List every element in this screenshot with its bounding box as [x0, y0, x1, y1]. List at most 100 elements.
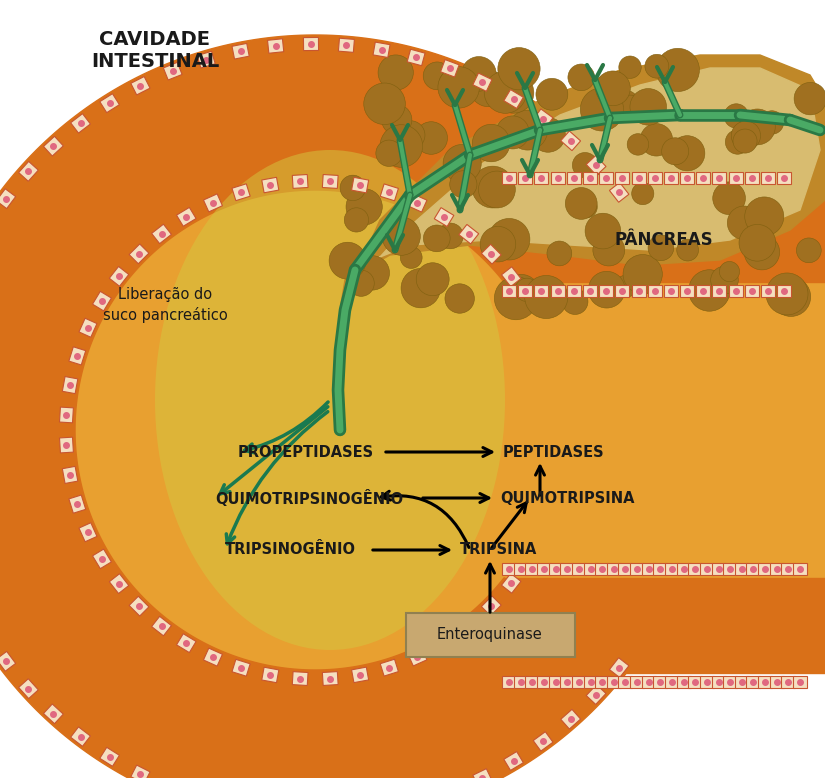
- Circle shape: [423, 225, 450, 252]
- Circle shape: [423, 62, 451, 89]
- Circle shape: [515, 279, 539, 301]
- FancyBboxPatch shape: [781, 676, 795, 689]
- Circle shape: [450, 170, 477, 198]
- FancyBboxPatch shape: [607, 562, 621, 575]
- Polygon shape: [129, 244, 148, 264]
- Circle shape: [710, 266, 738, 294]
- FancyBboxPatch shape: [770, 676, 784, 689]
- Circle shape: [580, 157, 601, 178]
- Circle shape: [396, 121, 425, 149]
- Circle shape: [689, 270, 730, 311]
- FancyBboxPatch shape: [700, 676, 714, 689]
- Polygon shape: [109, 573, 129, 594]
- Circle shape: [438, 67, 479, 108]
- Bar: [504, 282, 825, 578]
- Polygon shape: [408, 648, 427, 666]
- Circle shape: [728, 206, 761, 240]
- Polygon shape: [44, 704, 64, 724]
- Circle shape: [760, 110, 784, 135]
- Polygon shape: [63, 377, 78, 394]
- Polygon shape: [482, 596, 502, 615]
- FancyBboxPatch shape: [793, 562, 807, 575]
- Circle shape: [731, 121, 761, 150]
- FancyBboxPatch shape: [537, 562, 551, 575]
- FancyBboxPatch shape: [560, 562, 574, 575]
- FancyBboxPatch shape: [747, 562, 761, 575]
- Circle shape: [585, 213, 620, 249]
- Polygon shape: [502, 573, 521, 593]
- Polygon shape: [262, 177, 279, 193]
- Circle shape: [620, 95, 641, 117]
- FancyBboxPatch shape: [777, 172, 791, 184]
- Polygon shape: [0, 35, 626, 778]
- Polygon shape: [350, 68, 820, 290]
- Polygon shape: [19, 678, 38, 699]
- Circle shape: [739, 109, 776, 145]
- FancyBboxPatch shape: [619, 562, 633, 575]
- FancyBboxPatch shape: [630, 676, 644, 689]
- FancyBboxPatch shape: [653, 562, 667, 575]
- FancyBboxPatch shape: [676, 676, 691, 689]
- Polygon shape: [459, 224, 478, 244]
- Polygon shape: [163, 62, 182, 80]
- FancyBboxPatch shape: [745, 286, 759, 297]
- Circle shape: [640, 124, 672, 156]
- Circle shape: [439, 70, 466, 97]
- Polygon shape: [0, 189, 16, 209]
- Polygon shape: [380, 659, 398, 676]
- Circle shape: [619, 56, 641, 79]
- FancyBboxPatch shape: [619, 676, 633, 689]
- Circle shape: [472, 166, 514, 208]
- Circle shape: [648, 235, 674, 261]
- Polygon shape: [504, 752, 523, 770]
- Circle shape: [355, 256, 389, 290]
- Circle shape: [547, 241, 572, 266]
- Polygon shape: [92, 549, 111, 569]
- Polygon shape: [92, 291, 111, 311]
- Polygon shape: [373, 42, 390, 58]
- FancyBboxPatch shape: [696, 172, 710, 184]
- Circle shape: [536, 79, 568, 110]
- Polygon shape: [473, 73, 492, 91]
- FancyBboxPatch shape: [770, 562, 784, 575]
- Polygon shape: [561, 131, 581, 151]
- Text: TRIPSINA: TRIPSINA: [460, 542, 537, 558]
- FancyBboxPatch shape: [615, 286, 629, 297]
- FancyBboxPatch shape: [550, 172, 564, 184]
- Polygon shape: [177, 634, 196, 653]
- Circle shape: [530, 117, 565, 152]
- Polygon shape: [79, 523, 97, 541]
- FancyBboxPatch shape: [549, 676, 563, 689]
- FancyBboxPatch shape: [631, 286, 645, 297]
- Circle shape: [596, 71, 630, 106]
- FancyBboxPatch shape: [514, 562, 528, 575]
- FancyBboxPatch shape: [583, 172, 597, 184]
- Polygon shape: [533, 732, 553, 751]
- Polygon shape: [408, 194, 427, 212]
- FancyBboxPatch shape: [550, 286, 564, 297]
- Text: Enteroquinase: Enteroquinase: [437, 628, 543, 643]
- Circle shape: [484, 71, 526, 114]
- Polygon shape: [152, 616, 172, 636]
- Circle shape: [794, 82, 825, 115]
- Circle shape: [627, 134, 648, 155]
- Polygon shape: [100, 748, 120, 766]
- Circle shape: [576, 197, 597, 218]
- FancyBboxPatch shape: [713, 286, 727, 297]
- Polygon shape: [502, 267, 521, 286]
- Polygon shape: [59, 407, 73, 422]
- Bar: [504, 187, 825, 282]
- Circle shape: [346, 189, 382, 225]
- Circle shape: [480, 226, 516, 262]
- FancyBboxPatch shape: [583, 676, 597, 689]
- FancyBboxPatch shape: [502, 286, 516, 297]
- FancyBboxPatch shape: [607, 676, 621, 689]
- FancyBboxPatch shape: [777, 286, 791, 297]
- FancyBboxPatch shape: [758, 562, 772, 575]
- FancyBboxPatch shape: [688, 676, 702, 689]
- Circle shape: [656, 48, 700, 92]
- Circle shape: [766, 273, 808, 315]
- Polygon shape: [351, 667, 369, 682]
- Circle shape: [502, 275, 540, 312]
- FancyBboxPatch shape: [583, 286, 597, 297]
